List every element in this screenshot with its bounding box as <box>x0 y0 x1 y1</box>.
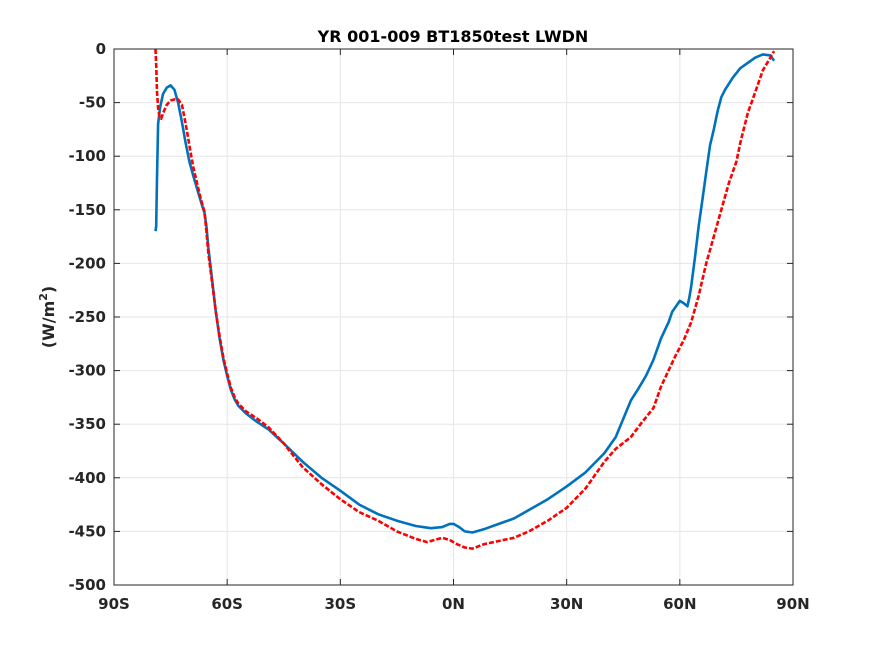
y-tick-label: -200 <box>68 254 106 272</box>
y-tick-label: -50 <box>79 94 106 112</box>
series-2-line <box>154 48 776 550</box>
chart-title: YR 001-009 BT1850test LWDN <box>317 27 589 46</box>
y-tick-label: -450 <box>68 522 106 540</box>
x-tick-label: 30S <box>324 595 356 613</box>
y-tick-label: -350 <box>68 415 106 433</box>
series-1-line <box>154 53 776 534</box>
y-tick-label: -100 <box>68 147 106 165</box>
x-tick-label: 60S <box>211 595 243 613</box>
y-axis-label-text: (W/m <box>39 301 58 348</box>
x-tick-label: 90S <box>98 595 130 613</box>
y-axis-label-suffix: ) <box>39 286 58 293</box>
y-tick-label: -500 <box>68 576 106 594</box>
x-tick-label: 30N <box>550 595 583 613</box>
y-tick-label: 0 <box>96 40 106 58</box>
axis-ticks: 90S 60S 30S 0N 30N 60N 90N 0 -50 -100 -150 -200 -250… <box>68 40 809 613</box>
y-tick-label: -250 <box>68 308 106 326</box>
x-tick-label: 90N <box>776 595 809 613</box>
y-tick-label: -400 <box>68 469 106 487</box>
y-tick-label: -300 <box>68 362 106 380</box>
data-series <box>154 48 776 550</box>
y-axis-label-superscript: 2 <box>37 293 50 301</box>
x-tick-label: 60N <box>663 595 696 613</box>
y-axis-label: (W/m2) <box>37 286 58 348</box>
y-tick-label: -150 <box>68 201 106 219</box>
x-tick-label: 0N <box>442 595 465 613</box>
